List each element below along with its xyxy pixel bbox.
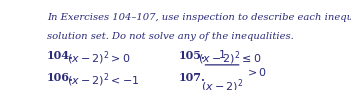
Text: $(x - 2)^2 < -1$: $(x - 2)^2 < -1$: [67, 72, 139, 89]
Text: $(x - 2)^2 \leq 0$: $(x - 2)^2 \leq 0$: [198, 50, 261, 67]
Text: solution set. Do not solve any of the inequalities.: solution set. Do not solve any of the in…: [47, 32, 294, 41]
Text: $(x - 2)^2 > 0$: $(x - 2)^2 > 0$: [67, 50, 130, 67]
Text: $(x - 2)^2$: $(x - 2)^2$: [201, 77, 243, 90]
Text: 105.: 105.: [179, 50, 205, 61]
Text: 104.: 104.: [47, 50, 74, 61]
Text: 106.: 106.: [47, 72, 74, 83]
Text: $> 0$: $> 0$: [245, 66, 267, 78]
Text: 107.: 107.: [179, 72, 205, 83]
Text: In Exercises 104–107, use inspection to describe each inequality’s: In Exercises 104–107, use inspection to …: [47, 13, 351, 22]
Text: $1$: $1$: [218, 48, 226, 60]
